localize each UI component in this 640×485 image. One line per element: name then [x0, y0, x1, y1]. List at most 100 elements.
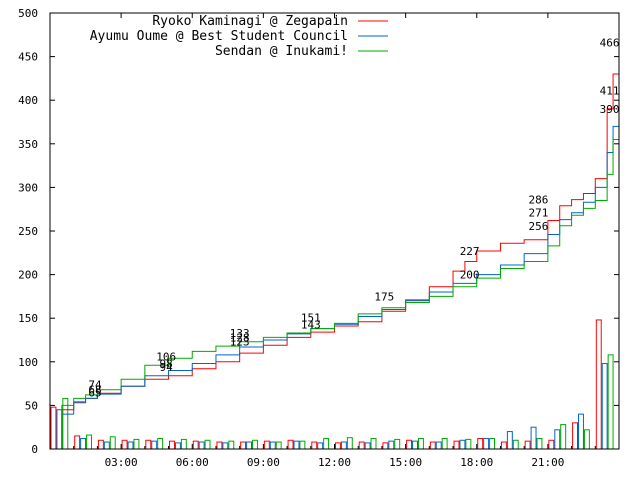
hourly-bar	[198, 441, 205, 450]
hourly-bar	[317, 442, 324, 450]
hourly-bar	[412, 440, 418, 450]
hourly-bar	[364, 442, 371, 450]
hourly-bar	[572, 422, 579, 450]
hourly-bar	[489, 438, 496, 450]
hourly-bar	[74, 435, 81, 450]
hourly-bar	[145, 439, 152, 450]
legend-label: Ayumu Oume @ Best Student Council	[90, 29, 348, 44]
hourly-bar	[465, 438, 472, 450]
legend-label: Sendan @ Inukami!	[215, 44, 348, 59]
y-tick-label: 300	[18, 181, 38, 194]
hourly-bar	[121, 439, 128, 450]
data-label: 143	[301, 318, 321, 331]
hourly-bar	[240, 441, 247, 450]
hourly-bar	[293, 440, 300, 450]
y-tick-label: 400	[18, 94, 38, 107]
hourly-bar	[275, 441, 282, 450]
data-label: 68	[88, 384, 101, 397]
hourly-bar	[406, 439, 413, 450]
y-tick-label: 150	[18, 312, 38, 325]
hourly-bar	[601, 363, 608, 450]
y-tick-label: 500	[18, 7, 38, 20]
hourly-bar	[80, 438, 87, 450]
data-label: 65	[88, 386, 101, 399]
x-tick-label: 12:00	[318, 456, 351, 469]
series-line	[50, 42, 620, 450]
hourly-bar	[204, 439, 211, 450]
hourly-bar	[62, 397, 69, 450]
x-tick-label: 09:00	[247, 456, 280, 469]
hourly-bar	[311, 441, 318, 450]
legend-label: Ryoko Kaminagi @ Zegapain	[152, 14, 348, 29]
hourly-bar	[578, 413, 584, 450]
data-label: 94	[160, 361, 174, 374]
data-label: 390	[600, 103, 620, 116]
y-tick-label: 100	[18, 356, 38, 369]
hourly-bar	[453, 440, 460, 450]
series-line	[50, 90, 620, 450]
data-label: 466	[600, 37, 620, 50]
hourly-bar	[269, 441, 276, 450]
y-tick-label: 50	[25, 399, 38, 412]
y-tick-label: 250	[18, 225, 38, 238]
hourly-bar	[417, 438, 424, 450]
hourly-bar	[346, 437, 353, 450]
x-tick-label: 06:00	[176, 456, 209, 469]
hourly-bar	[595, 319, 602, 450]
data-label: 133	[230, 327, 250, 340]
hourly-bar	[252, 439, 258, 450]
data-label: 271	[528, 207, 548, 220]
hourly-bar	[382, 442, 389, 450]
hourly-bar	[56, 409, 63, 450]
hourly-bar	[583, 429, 590, 450]
hourly-bar	[607, 354, 614, 450]
data-label: 106	[156, 351, 176, 364]
hourly-bar	[477, 438, 484, 450]
x-tick-label: 15:00	[389, 456, 422, 469]
hourly-bar	[530, 426, 537, 450]
hourly-bar	[103, 441, 110, 450]
hourly-bar	[263, 440, 270, 450]
hourly-bar	[512, 439, 519, 450]
hourly-bar	[133, 438, 140, 450]
hourly-bar	[109, 436, 116, 450]
hourly-bar	[151, 440, 158, 450]
hourly-bar	[441, 438, 448, 450]
hourly-bar	[50, 406, 57, 450]
hourly-bar	[536, 438, 543, 450]
data-label: 175	[374, 290, 394, 303]
hourly-bar	[323, 438, 330, 450]
hourly-bar	[506, 431, 513, 450]
hourly-bar	[127, 441, 134, 450]
hourly-bar	[429, 441, 436, 450]
x-tick-label: 18:00	[460, 456, 493, 469]
hourly-bar	[335, 442, 341, 450]
hourly-bar	[157, 438, 164, 450]
hourly-bar	[299, 440, 306, 450]
hourly-bar	[246, 441, 253, 450]
y-tick-label: 350	[18, 138, 38, 151]
hourly-bar	[524, 440, 531, 450]
data-label: 200	[460, 269, 480, 282]
hourly-bar	[340, 441, 347, 450]
hourly-bar	[548, 439, 555, 450]
hourly-bar	[554, 429, 561, 450]
data-label: 98	[160, 358, 173, 371]
hourly-bar	[287, 439, 294, 450]
hourly-bar	[174, 442, 181, 450]
y-tick-label: 200	[18, 269, 38, 282]
hourly-bar	[228, 440, 235, 450]
y-tick-label: 450	[18, 51, 38, 64]
hourly-bar	[459, 439, 466, 450]
series-line	[50, 108, 620, 450]
data-label: 128	[230, 331, 250, 344]
hourly-bar	[483, 438, 490, 450]
x-tick-label: 03:00	[105, 456, 138, 469]
data-label: 256	[528, 220, 548, 233]
data-label: 411	[600, 85, 620, 98]
y-tick-label: 0	[31, 443, 38, 456]
hourly-bar	[180, 438, 187, 450]
hourly-bar	[370, 438, 377, 450]
